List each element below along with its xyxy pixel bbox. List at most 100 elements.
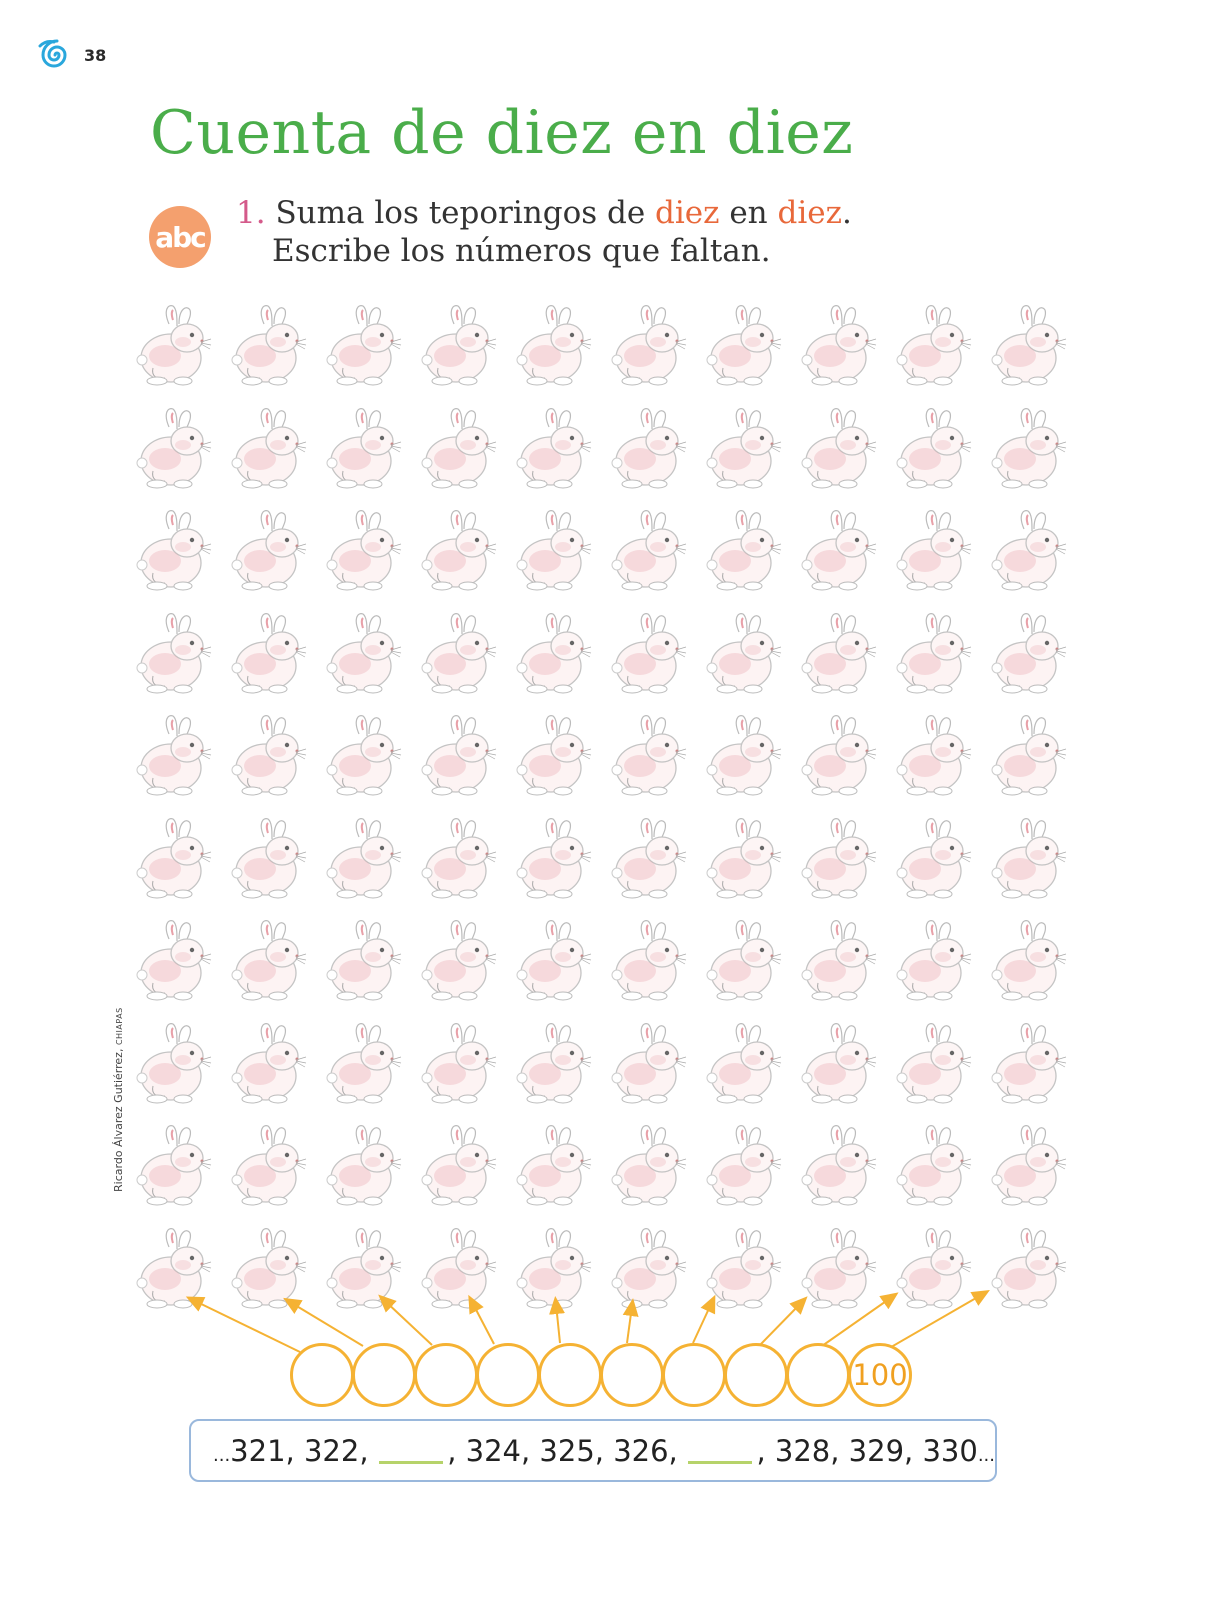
rabbit-icon [223,909,318,1012]
pointer-arrow [283,1297,364,1347]
rabbit-icon [603,294,698,397]
rabbit-icon [793,1217,888,1320]
rabbit-icon [983,1012,1078,1115]
rabbit-icon [318,807,413,910]
rabbit-icon [508,602,603,705]
rabbit-icon [698,499,793,602]
rabbit-icon [413,909,508,1012]
rabbit-icon [888,909,983,1012]
rabbit-icon [983,602,1078,705]
rabbit-icon [508,294,603,397]
rabbit-icon [603,1114,698,1217]
rabbit-icon [318,1217,413,1320]
count-circle-blank[interactable] [600,1343,664,1407]
rabbit-icon [318,1012,413,1115]
pointer-arrow [378,1294,433,1346]
rabbit-icon [128,397,223,500]
rabbit-icon [318,602,413,705]
rabbit-icon [128,499,223,602]
rabbit-icon [983,499,1078,602]
count-circle-blank[interactable] [538,1343,602,1407]
page-header: 38 [38,38,106,72]
rabbit-icon [603,704,698,807]
number-sequence-box: ... 321, 322, , 324, 325, 326, , 328, 32… [189,1419,997,1482]
answer-blank[interactable] [687,1461,753,1464]
count-circle-blank[interactable] [414,1343,478,1407]
page-title: Cuenta de diez en diez [150,98,854,168]
rabbit-icon [983,294,1078,397]
activity-number: 1. [236,195,266,231]
rabbit-icon [223,602,318,705]
rabbit-icon [508,909,603,1012]
rabbit-icon [698,909,793,1012]
rabbit-icon [223,294,318,397]
page-number: 38 [84,45,107,65]
highlight-word: diez [655,195,720,231]
rabbit-icon [603,909,698,1012]
count-circle-blank[interactable] [476,1343,540,1407]
rabbit-icon [318,294,413,397]
rabbit-icon [793,1012,888,1115]
rabbit-icon [888,499,983,602]
count-circle-blank[interactable] [352,1343,416,1407]
spiral-logo-icon [38,39,67,68]
rabbit-icon [603,499,698,602]
count-circle-filled: 100 [848,1343,912,1407]
sequence-numbers: , 324, 325, 326, [447,1433,678,1468]
rabbit-icon [888,1114,983,1217]
abc-badge-icon: abc [149,206,211,268]
rabbit-icon [318,499,413,602]
count-circle-blank[interactable] [290,1343,354,1407]
count-circle-blank[interactable] [662,1343,726,1407]
rabbit-icon [128,807,223,910]
pointer-arrow [692,1294,716,1344]
rabbit-icon [793,704,888,807]
rabbit-icon [888,1012,983,1115]
rabbit-icon [413,704,508,807]
rabbit-icon [508,1114,603,1217]
answer-blank[interactable] [378,1461,444,1464]
rabbit-icon [128,1114,223,1217]
rabbit-icon [793,397,888,500]
rabbit-icon [793,294,888,397]
rabbit-icon [318,1114,413,1217]
rabbit-icon [223,1217,318,1320]
rabbit-icon [698,807,793,910]
rabbit-icon [983,1114,1078,1217]
rabbit-icon [888,704,983,807]
count-circle-blank[interactable] [786,1343,850,1407]
rabbit-icon [413,807,508,910]
sequence-ellipsis: ... [213,1445,231,1466]
rabbit-icon [318,704,413,807]
rabbit-icon [603,1012,698,1115]
instruction-line-1: 1. Suma los teporingos de diez en diez. [236,194,852,232]
sequence-numbers: , 328, 329, 330 [756,1433,978,1468]
rabbit-icon [793,807,888,910]
rabbit-icon [603,807,698,910]
rabbit-icon [318,397,413,500]
tens-circles: 100 [290,1343,912,1407]
rabbit-icon [413,1114,508,1217]
rabbit-icon [508,397,603,500]
rabbit-icon [223,1114,318,1217]
rabbit-icon [413,1217,508,1320]
instructions: 1. Suma los teporingos de diez en diez. … [236,194,852,270]
rabbit-icon [223,1012,318,1115]
rabbit-icon [128,909,223,1012]
rabbit-icon [793,602,888,705]
rabbit-icon [128,704,223,807]
rabbit-icon [223,704,318,807]
pointer-arrow [885,1290,990,1351]
rabbit-icon [698,602,793,705]
rabbit-icon [508,499,603,602]
instruction-text: en [719,195,778,231]
rabbit-icon [603,602,698,705]
rabbit-icon [983,397,1078,500]
count-circle-blank[interactable] [724,1343,788,1407]
rabbit-icon [128,294,223,397]
rabbit-icon [413,397,508,500]
rabbit-icon [983,704,1078,807]
instruction-line-2: Escribe los números que faltan. [272,233,771,269]
pointer-arrow [759,1296,808,1346]
